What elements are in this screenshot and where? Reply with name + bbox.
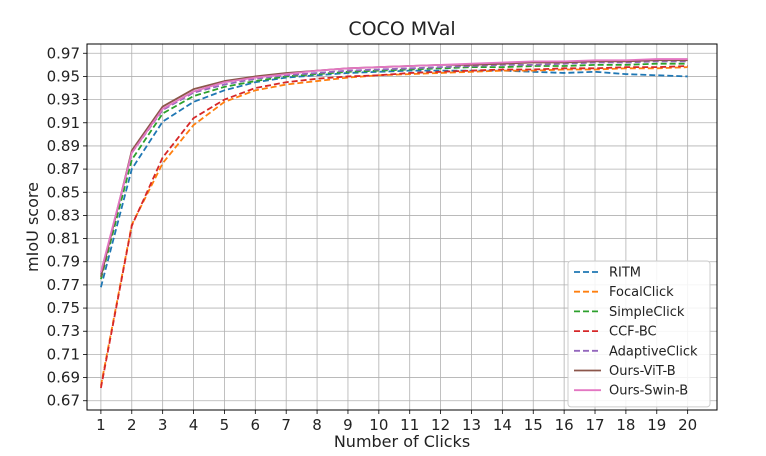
y-tick-label: 0.85 — [47, 183, 80, 201]
series-line-ritm — [100, 69, 688, 288]
series-line-ccf-bc — [100, 65, 688, 389]
y-tick-label: 0.97 — [47, 44, 80, 62]
x-axis-label: Number of Clicks — [334, 432, 470, 451]
series-line-simpleclick — [100, 62, 688, 280]
y-tick-label: 0.89 — [47, 137, 80, 155]
x-tick-label: 9 — [343, 416, 353, 434]
x-tick-label: 8 — [312, 416, 322, 434]
x-tick-label: 20 — [678, 416, 697, 434]
x-tick-label: 4 — [189, 416, 199, 434]
y-axis-label: mIoU score — [23, 182, 42, 272]
legend-box — [567, 260, 711, 408]
y-tick-label: 0.91 — [47, 114, 80, 132]
y-tick-label: 0.87 — [47, 160, 80, 178]
legend-label: AdaptiveClick — [609, 344, 698, 359]
y-tick-label: 0.73 — [47, 322, 80, 340]
y-tick-label: 0.75 — [47, 299, 80, 317]
series-line-adaptiveclick — [100, 60, 688, 275]
x-tick-label: 1 — [96, 416, 106, 434]
series-line-focalclick — [100, 66, 688, 386]
legend-label: RITM — [609, 266, 641, 281]
x-tick-label: 2 — [127, 416, 137, 434]
y-tick-label: 0.81 — [47, 230, 80, 248]
x-tick-label: 5 — [220, 416, 230, 434]
axis-ticks: 1 2 3 4 5 6 7 8 9 10 11 12 13 14 15 16 17 18 19 200.670.690… — [47, 44, 698, 434]
x-tick-label: 19 — [647, 416, 666, 434]
chart-title: COCO MVal — [348, 18, 455, 40]
legend-label: Ours-ViT-B — [609, 364, 676, 379]
y-tick-label: 0.69 — [47, 369, 80, 387]
series-line-ours-swin-b — [100, 58, 688, 273]
x-tick-label: 6 — [251, 416, 261, 434]
legend-label: SimpleClick — [609, 305, 685, 320]
y-tick-label: 0.71 — [47, 345, 80, 363]
x-tick-label: 7 — [281, 416, 291, 434]
y-tick-label: 0.93 — [47, 91, 80, 109]
legend-label: CCF-BC — [609, 325, 657, 340]
y-tick-label: 0.83 — [47, 206, 80, 224]
x-tick-label: 13 — [462, 416, 481, 434]
legend-label: FocalClick — [609, 285, 674, 300]
x-tick-label: 18 — [616, 416, 635, 434]
x-tick-label: 14 — [493, 416, 512, 434]
x-tick-label: 11 — [400, 416, 419, 434]
y-tick-label: 0.67 — [47, 392, 80, 410]
legend: RITM FocalClick SimpleClick CCF-BC AdaptiveC… — [567, 260, 711, 408]
series-lines — [100, 58, 688, 389]
x-tick-label: 10 — [369, 416, 388, 434]
x-tick-label: 17 — [585, 416, 604, 434]
x-tick-label: 12 — [431, 416, 450, 434]
x-tick-label: 15 — [524, 416, 543, 434]
legend-label: Ours-Swin-B — [609, 384, 688, 399]
y-tick-label: 0.95 — [47, 67, 80, 85]
y-tick-label: 0.79 — [47, 253, 80, 271]
x-tick-label: 16 — [555, 416, 574, 434]
plot-frame — [86, 43, 718, 411]
x-tick-label: 3 — [158, 416, 168, 434]
y-tick-label: 0.77 — [47, 276, 80, 294]
